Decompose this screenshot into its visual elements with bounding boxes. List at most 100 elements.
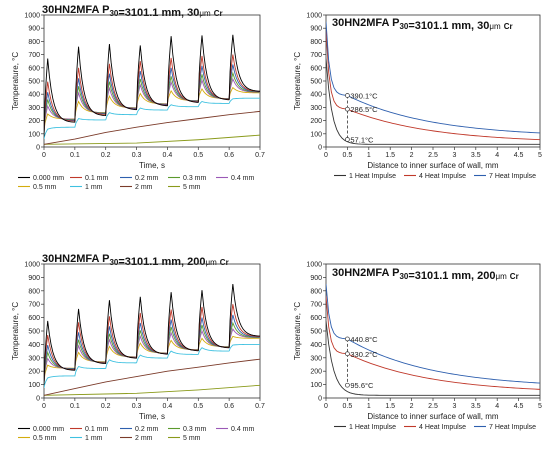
x-axis-label: Time, s [139, 412, 165, 421]
annotation-marker [345, 351, 350, 357]
y-tick-label: 800 [28, 288, 40, 295]
y-tick-label: 0 [36, 396, 40, 403]
annotation-marker [345, 382, 350, 388]
legend-label: 0.5 mm [33, 435, 57, 442]
legend-label: 0.4 mm [231, 426, 255, 433]
title-part: Cr [510, 272, 519, 281]
x-tick-label: 0.5 [343, 152, 353, 159]
title-part: =3101.1 mm, 200 [118, 256, 205, 268]
plot-frame [325, 14, 541, 148]
y-tick-label: 300 [28, 355, 40, 362]
title-part: Cr [220, 258, 229, 267]
x-tick-label: 3 [452, 152, 456, 159]
annotation-label: 286.5°C [350, 105, 378, 114]
y-tick-label: 800 [310, 39, 322, 46]
title-part: 30HN2MFA P [42, 253, 109, 265]
y-tick-label: 400 [28, 92, 40, 99]
title-part: μm [199, 9, 211, 18]
series-line [326, 21, 540, 134]
y-tick-label: 100 [28, 131, 40, 138]
chart-title-text: 30HN2MFA P30=3101.1 mm, 200μm Cr [42, 253, 229, 268]
x-axis-label: Distance to inner surface of wall, mm [367, 412, 498, 421]
x-tick-label: 0.2 [101, 403, 111, 410]
y-tick-label: 0 [318, 396, 322, 403]
y-tick-label: 500 [28, 329, 40, 336]
y-tick-label: 600 [28, 65, 40, 72]
annotation-marker [345, 93, 350, 98]
series-lines [44, 284, 260, 396]
series-line [44, 134, 260, 145]
series-line [326, 58, 540, 145]
legend-label: 2 mm [135, 184, 153, 191]
title-part: =3101.1 mm, 30 [118, 7, 199, 19]
legend: 1 Heat Impulse 4 Heat Impulse 7 Heat Impul… [334, 173, 536, 180]
series-line [44, 97, 260, 140]
x-tick-label: 0.4 [163, 152, 173, 159]
plot-frame [325, 263, 541, 399]
x-tick-label: 0 [324, 152, 328, 159]
series-lines [326, 284, 540, 396]
x-tick-label: 0.3 [132, 152, 142, 159]
series-lines [326, 21, 540, 145]
chart-title: 30HN2MFA P30=3101.1 mm, 200μm Cr [332, 267, 519, 282]
series-line [326, 30, 540, 141]
y-tick-label: 1000 [306, 262, 322, 269]
axes: 0 0.5 1 1.5 2 2.5 3 3.5 4 4.5 5 0 100 200 300 400 500 600… [293, 13, 542, 171]
legend-label: 2 mm [135, 435, 153, 442]
y-tick-label: 1000 [306, 13, 322, 20]
series-line [44, 343, 260, 389]
y-tick-label: 100 [310, 131, 322, 138]
title-part: μm [489, 22, 501, 31]
x-tick-label: 1 [367, 403, 371, 410]
title-part: 30 [109, 9, 118, 18]
legend-label: 5 mm [183, 435, 201, 442]
x-tick-label: 3 [452, 403, 456, 410]
y-tick-label: 1000 [24, 262, 40, 269]
y-tick-label: 500 [28, 79, 40, 86]
y-tick-label: 300 [310, 355, 322, 362]
y-tick-label: 900 [310, 26, 322, 33]
legend-label: 4 Heat Impulse [419, 424, 466, 431]
legend-label: 5 mm [183, 184, 201, 191]
x-tick-label: 0.1 [70, 403, 80, 410]
title-part: 30 [109, 258, 118, 267]
legend-label: 1 mm [85, 184, 103, 191]
x-tick-label: 0 [324, 403, 328, 410]
axes: 0 0.5 1 1.5 2 2.5 3 3.5 4 4.5 5 0 100 200 300 400 500 600… [293, 262, 542, 422]
legend-label: 1 mm [85, 435, 103, 442]
title-part: =3101.1 mm, 200 [408, 270, 495, 282]
y-tick-label: 900 [310, 275, 322, 282]
y-tick-label: 200 [28, 118, 40, 125]
y-tick-label: 600 [28, 315, 40, 322]
y-tick-label: 100 [28, 382, 40, 389]
series-line [44, 110, 260, 145]
y-tick-label: 500 [310, 329, 322, 336]
title-part: μm [496, 272, 508, 281]
y-tick-label: 800 [28, 39, 40, 46]
title-part: 30HN2MFA P [332, 267, 399, 279]
x-tick-label: 1.5 [385, 403, 395, 410]
title-part: μm [206, 258, 218, 267]
x-tick-label: 0.7 [255, 152, 265, 159]
x-tick-label: 0.6 [224, 152, 234, 159]
x-tick-label: 0 [42, 152, 46, 159]
x-axis-label: Distance to inner surface of wall, mm [367, 161, 498, 170]
series-lines [44, 34, 260, 145]
legend-label: 7 Heat Impulse [489, 424, 536, 431]
series-line [44, 304, 260, 384]
annotation-label: 330.2°C [350, 350, 378, 359]
y-tick-label: 900 [28, 275, 40, 282]
y-tick-label: 700 [310, 302, 322, 309]
x-tick-label: 2 [410, 152, 414, 159]
x-tick-label: 0.3 [132, 403, 142, 410]
title-part: Cr [214, 9, 223, 18]
legend-label: 0.2 mm [135, 426, 159, 433]
annotation-marker [345, 106, 350, 112]
chart-title-text: 30HN2MFA P30=3101.1 mm, 200μm Cr [332, 267, 519, 282]
x-tick-label: 3.5 [471, 403, 481, 410]
y-tick-label: 300 [28, 105, 40, 112]
series-line [44, 284, 260, 385]
chart-title-text: 30HN2MFA P30=3101.1 mm, 30μm Cr [332, 17, 513, 32]
x-tick-label: 0.1 [70, 152, 80, 159]
